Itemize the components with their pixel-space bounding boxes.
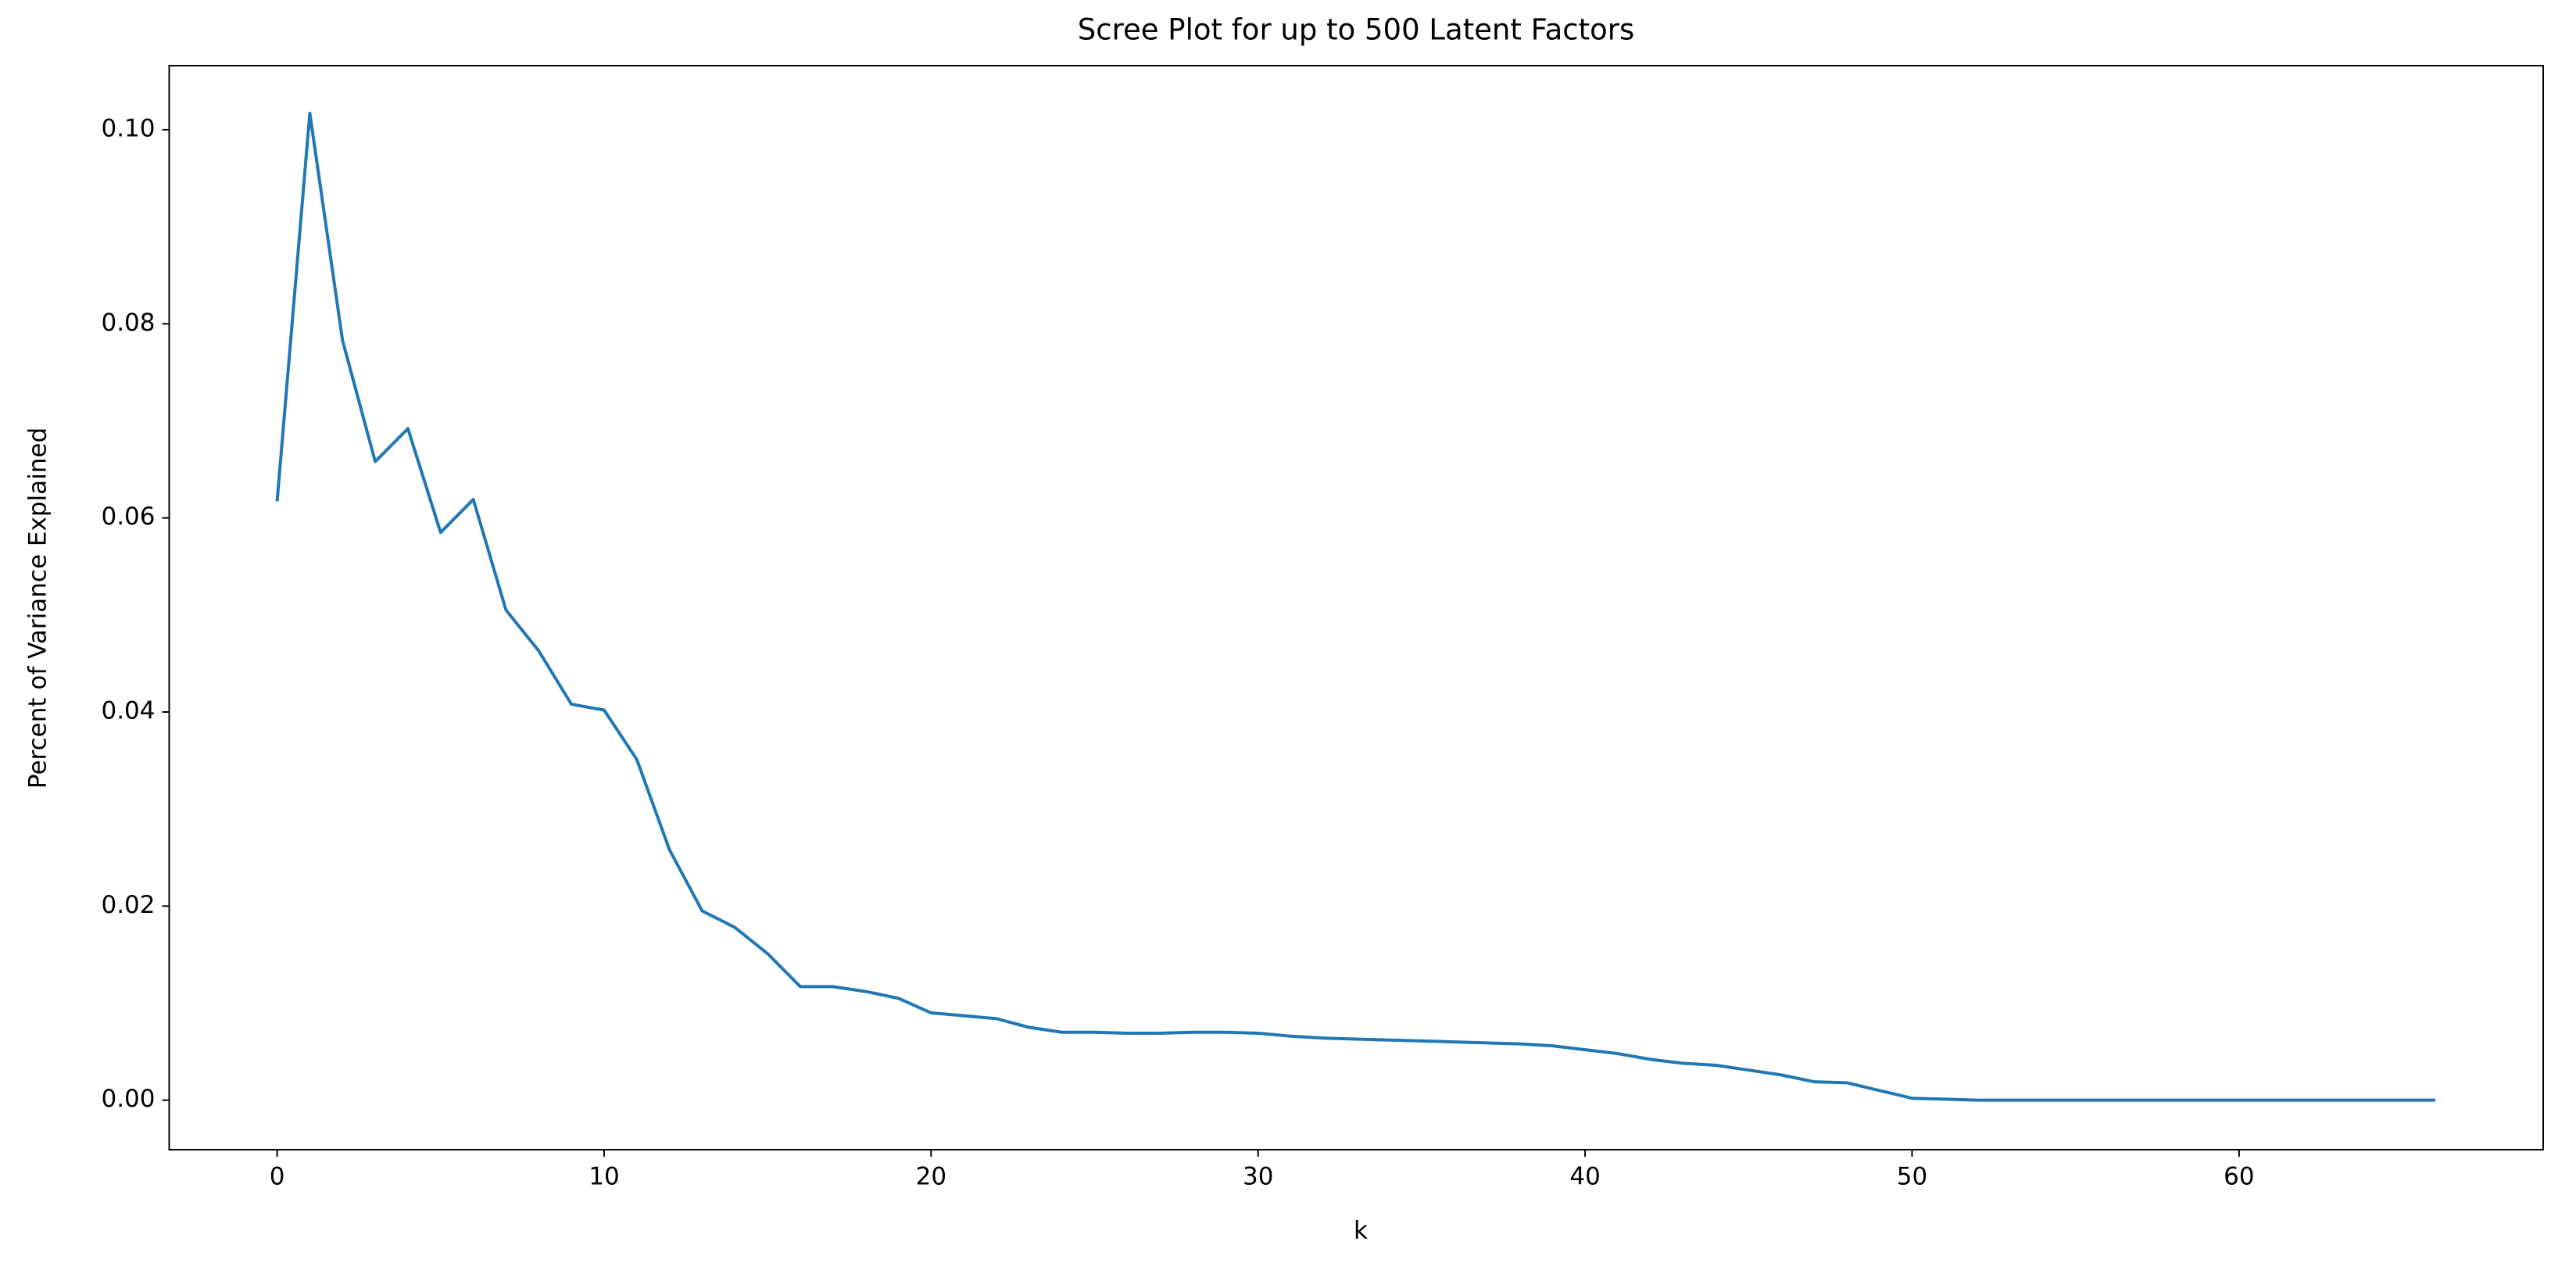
- data-line: [275, 111, 2435, 1102]
- y-tick-label: 0.02: [101, 891, 155, 919]
- x-tick-label: 40: [1569, 1163, 1600, 1191]
- y-tick-label: 0.10: [101, 114, 155, 142]
- y-tick-label: 0.06: [101, 503, 155, 531]
- x-tick-label: 30: [1243, 1163, 1273, 1191]
- x-tick-label: 60: [2224, 1163, 2254, 1191]
- x-tick-label: 10: [589, 1163, 619, 1191]
- y-tick-label: 0.08: [101, 309, 155, 337]
- plot-frame: [168, 65, 2544, 1150]
- x-tick-label: 0: [270, 1163, 285, 1191]
- x-tick-label: 50: [1897, 1163, 1927, 1191]
- y-axis-label: Percent of Variance Explained: [24, 428, 52, 789]
- x-tick-label: 20: [916, 1163, 946, 1191]
- x-axis-label: k: [1354, 1217, 1368, 1245]
- chart-title: Scree Plot for up to 500 Latent Factors: [1078, 13, 1634, 47]
- y-tick-label: 0.00: [101, 1085, 155, 1113]
- y-tick-label: 0.04: [101, 696, 155, 725]
